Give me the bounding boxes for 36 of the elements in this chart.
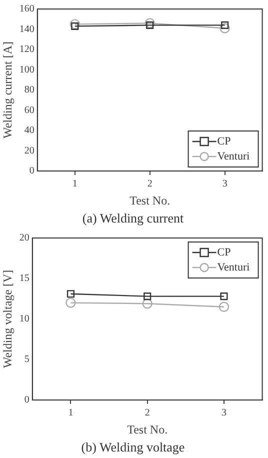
legend-label: CP [217, 135, 231, 148]
x-axis-title: Test No. [130, 193, 170, 208]
legend-label: Venturi [217, 150, 250, 162]
x-axis-title: Test No. [127, 422, 168, 436]
x-tick-label: 1 [68, 408, 74, 419]
text: (a) Welding current [82, 210, 184, 226]
y-tick-label: 5 [24, 354, 30, 366]
legend-label: Venturi [217, 261, 250, 274]
x-tick-label: 1 [72, 178, 78, 190]
point [220, 292, 228, 300]
y-tick-label: 80 [24, 84, 34, 96]
y-tick-label: 40 [24, 125, 34, 136]
y-tick-label: 10 [19, 314, 30, 325]
point [144, 292, 152, 300]
y-tick-label: 20 [19, 232, 30, 244]
y-tick-label: 0 [29, 166, 34, 177]
x-tick-label: 2 [144, 408, 150, 419]
x-tick-label: 2 [147, 178, 152, 190]
y-tick-label: 100 [19, 64, 34, 76]
text: (b) Welding voltage [81, 440, 185, 455]
x-tick-label: 3 [221, 408, 226, 419]
y-tick-label: 140 [19, 24, 34, 35]
y-axis-title: Welding current [A] [0, 42, 14, 138]
point [66, 290, 74, 298]
legend-label: CP [217, 246, 231, 258]
y-tick-label: 20 [24, 145, 34, 156]
y-tick-label: 120 [19, 44, 34, 56]
x-tick-label: 3 [222, 178, 228, 190]
y-axis-title: Welding voltage [V] [0, 270, 14, 368]
y-tick-label: 15 [19, 273, 30, 284]
point [218, 302, 230, 312]
point [142, 298, 152, 309]
y-tick-label: 60 [24, 104, 34, 116]
point [66, 298, 76, 308]
y-tick-label: 0 [24, 394, 30, 406]
y-tick-label: 160 [19, 4, 34, 15]
